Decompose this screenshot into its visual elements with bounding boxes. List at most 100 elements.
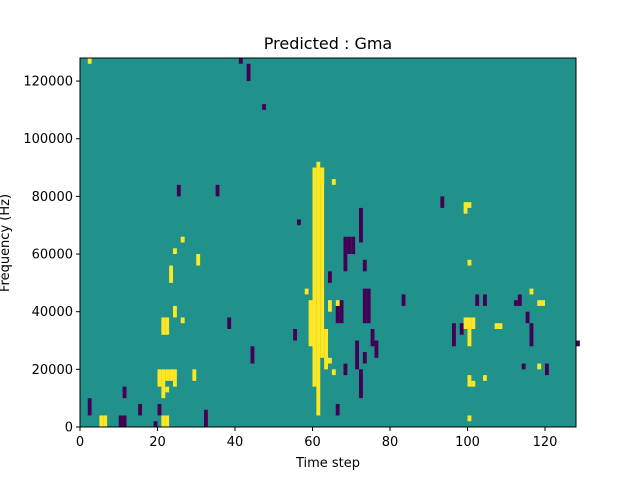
heatmap-cell-high — [173, 369, 177, 381]
heatmap-background — [80, 58, 576, 427]
heatmap-cell-high — [316, 161, 321, 416]
y-tick-label: 60000 — [32, 248, 73, 263]
heatmap-cell-high — [312, 167, 317, 387]
plot-area — [80, 58, 580, 427]
x-tick-label: 80 — [382, 435, 399, 450]
heatmap-cell-low — [293, 328, 297, 341]
x-tick-label: 60 — [304, 435, 321, 450]
heatmap-cell-high — [161, 415, 166, 427]
heatmap-cell-high — [169, 265, 173, 283]
heatmap-cell-high — [494, 323, 499, 329]
heatmap-cell-high — [99, 415, 104, 427]
heatmap-cell-low — [370, 328, 375, 347]
heatmap-cell-low — [521, 363, 526, 370]
heatmap-cell-low — [204, 409, 208, 427]
heatmap-cell-low — [525, 311, 530, 324]
heatmap-cell-low — [176, 184, 181, 197]
heatmap-cell-high — [161, 386, 166, 399]
heatmap-cell-low — [347, 236, 352, 255]
x-axis-label: Time step — [295, 456, 360, 471]
heatmap-cell-high — [463, 202, 468, 214]
heatmap-cell-low — [452, 323, 456, 347]
heatmap-cell-low — [483, 294, 487, 306]
heatmap-cell-high — [467, 317, 472, 347]
heatmap-cell-low — [227, 317, 232, 329]
heatmap-cell-high — [165, 317, 170, 335]
heatmap-cell-low — [355, 340, 359, 370]
heatmap-cell-high — [467, 375, 472, 387]
heatmap-cell-high — [165, 369, 170, 381]
heatmap-cell-low — [545, 363, 549, 376]
x-tick-label: 0 — [76, 435, 84, 450]
heatmap-cell-low — [366, 288, 371, 324]
heatmap-cell-high — [320, 167, 325, 358]
heatmap-cell-low — [401, 294, 406, 306]
heatmap-cell-high — [467, 415, 472, 422]
heatmap-cell-high — [161, 369, 166, 387]
chart-title: Predicted : Gma — [264, 34, 392, 53]
heatmap-cell-high — [161, 317, 166, 335]
y-axis-label: Frequency (Hz) — [0, 194, 13, 292]
heatmap-cell-high — [328, 357, 332, 364]
heatmap-cell-low — [359, 207, 363, 243]
heatmap-cell-low — [514, 300, 518, 306]
heatmap-cell-low — [246, 63, 251, 82]
y-axis: 0 20000 40000 60000 80000 100000 120000 — [23, 75, 80, 436]
heatmap-cell-high — [471, 380, 476, 387]
heatmap-cell-low — [297, 219, 301, 226]
heatmap-cell-high — [537, 300, 542, 306]
heatmap-cell-high — [471, 317, 476, 329]
y-tick-label: 0 — [65, 421, 73, 436]
x-tick-label: 20 — [149, 435, 166, 450]
heatmap-cell-high — [483, 375, 487, 381]
heatmap-cell-high — [324, 328, 328, 370]
heatmap-cell-high — [87, 58, 92, 64]
heatmap-cell-low — [359, 369, 363, 399]
heatmap-cell-low — [459, 323, 464, 335]
heatmap-cell-low — [328, 271, 332, 283]
heatmap-cell-low — [517, 294, 522, 306]
heatmap-cell-low — [138, 403, 142, 416]
heatmap-cell-high — [173, 305, 177, 318]
heatmap-cell-high — [304, 288, 309, 295]
heatmap-cell-high — [173, 380, 177, 387]
heatmap-cell-high — [498, 323, 503, 329]
heatmap-cell-low — [157, 403, 162, 416]
heatmap-cell-low — [215, 184, 220, 197]
y-tick-label: 80000 — [32, 190, 73, 205]
heatmap-cell-low — [335, 403, 340, 416]
heatmap-cell-low — [122, 415, 127, 427]
y-tick-label: 40000 — [32, 305, 73, 320]
heatmap-cell-low — [362, 288, 367, 324]
heatmap-cell-low — [529, 323, 534, 347]
heatmap-cell-low — [362, 259, 367, 272]
heatmap-cell-high — [169, 369, 173, 381]
heatmap-cell-high — [467, 202, 472, 208]
heatmap-cell-high — [335, 300, 340, 306]
heatmap-cell-low — [87, 398, 92, 416]
y-tick-label: 100000 — [23, 132, 73, 147]
heatmap-cell-low — [339, 300, 344, 324]
plot-frame — [79, 57, 577, 428]
x-tick-label: 100 — [455, 435, 480, 450]
heatmap-cell-high — [173, 248, 177, 255]
heatmap-cell-high — [541, 300, 545, 306]
heatmap-cell-low — [118, 415, 123, 427]
heatmap-cell-low — [475, 294, 480, 306]
y-tick-label: 120000 — [23, 75, 73, 90]
heatmap-cell-high — [165, 415, 170, 427]
y-tick-label: 20000 — [32, 363, 73, 378]
heatmap-cell-low — [576, 340, 580, 347]
x-tick-label: 40 — [227, 435, 244, 450]
heatmap-cell-high — [180, 317, 185, 324]
heatmap-cell-high — [320, 167, 325, 185]
heatmap-cell-high — [463, 317, 468, 329]
heatmap-cell-high — [180, 236, 185, 243]
heatmap-cell-high — [192, 369, 197, 381]
heatmap-cell-low — [262, 104, 266, 110]
heatmap-cell-high — [308, 300, 313, 347]
heatmap-cell-high — [331, 179, 336, 185]
heatmap-cell-low — [440, 196, 445, 208]
heatmap-cell-low — [343, 363, 348, 376]
